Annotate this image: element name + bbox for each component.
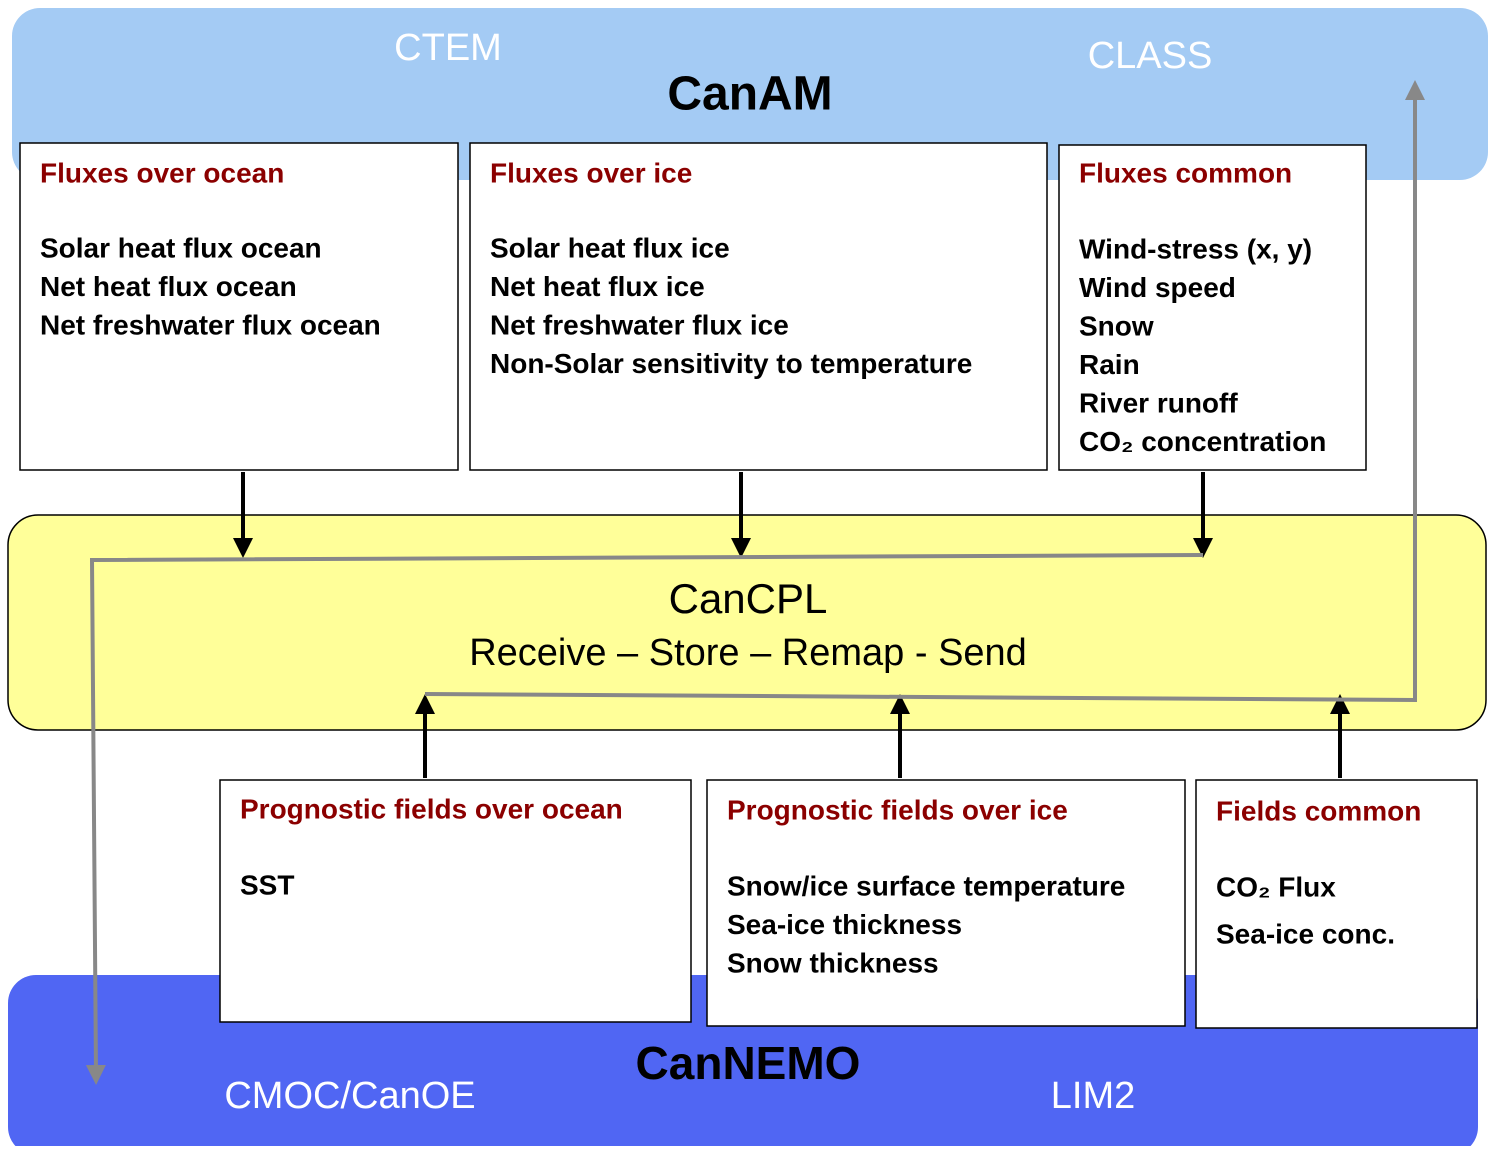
box [19,142,459,471]
box-item: Sea-ice thickness [727,909,962,940]
component: CMOC/CanOE [224,1075,475,1117]
box-item: Wind speed [1079,272,1236,303]
box-item: Snow [1079,310,1154,341]
cannemo-title: CanNEMO [636,1037,861,1089]
box [1195,779,1478,1029]
box-item: Snow/ice surface temperature [727,870,1125,901]
box-item: Solar heat flux ice [490,232,730,263]
box [1058,144,1367,471]
box-item: Solar heat flux ocean [40,232,322,263]
box [219,779,692,1023]
box-item: Net freshwater flux ocean [40,309,381,340]
box-title: Fields common [1216,795,1421,826]
cancpl-subtitle: Receive – Store – Remap - Send [469,632,1027,674]
box-title: Fluxes common [1079,157,1292,188]
box-title: Prognostic fields over ice [727,794,1068,825]
box-item: Wind-stress (x, y) [1079,233,1312,264]
component: CTEM [394,27,502,69]
box-item: CO₂ concentration [1079,426,1326,457]
component: LIM2 [1051,1075,1135,1117]
box [469,142,1048,471]
box-title: Fluxes over ocean [40,157,284,188]
box [706,779,1186,1027]
box-item: Net heat flux ice [490,271,705,302]
cancpl-title: CanCPL [669,575,828,622]
component: CLASS [1088,35,1213,77]
box-item: River runoff [1079,387,1238,418]
flow-line [424,80,1425,703]
boxes: Fluxes over ocean Solar heat flux ocean Ne… [19,142,1478,1029]
canam-band [12,8,1488,180]
box-item: Net heat flux ocean [40,271,297,302]
box-item: Rain [1079,349,1140,380]
box-title: Prognostic fields over ocean [240,793,623,824]
box-title: Fluxes over ice [490,157,692,188]
box-item: SST [240,869,294,900]
flow-line [85,553,1204,1085]
arrows [233,472,1350,778]
box-item: Sea-ice conc. [1216,918,1395,949]
box-item: Net freshwater flux ice [490,309,789,340]
canam-title: CanAM [667,68,832,121]
box-item: CO₂ Flux [1216,871,1336,902]
cancpl-band [7,514,1487,731]
box-item: Snow thickness [727,947,939,978]
box-item: Non-Solar sensitivity to temperature [490,348,972,379]
